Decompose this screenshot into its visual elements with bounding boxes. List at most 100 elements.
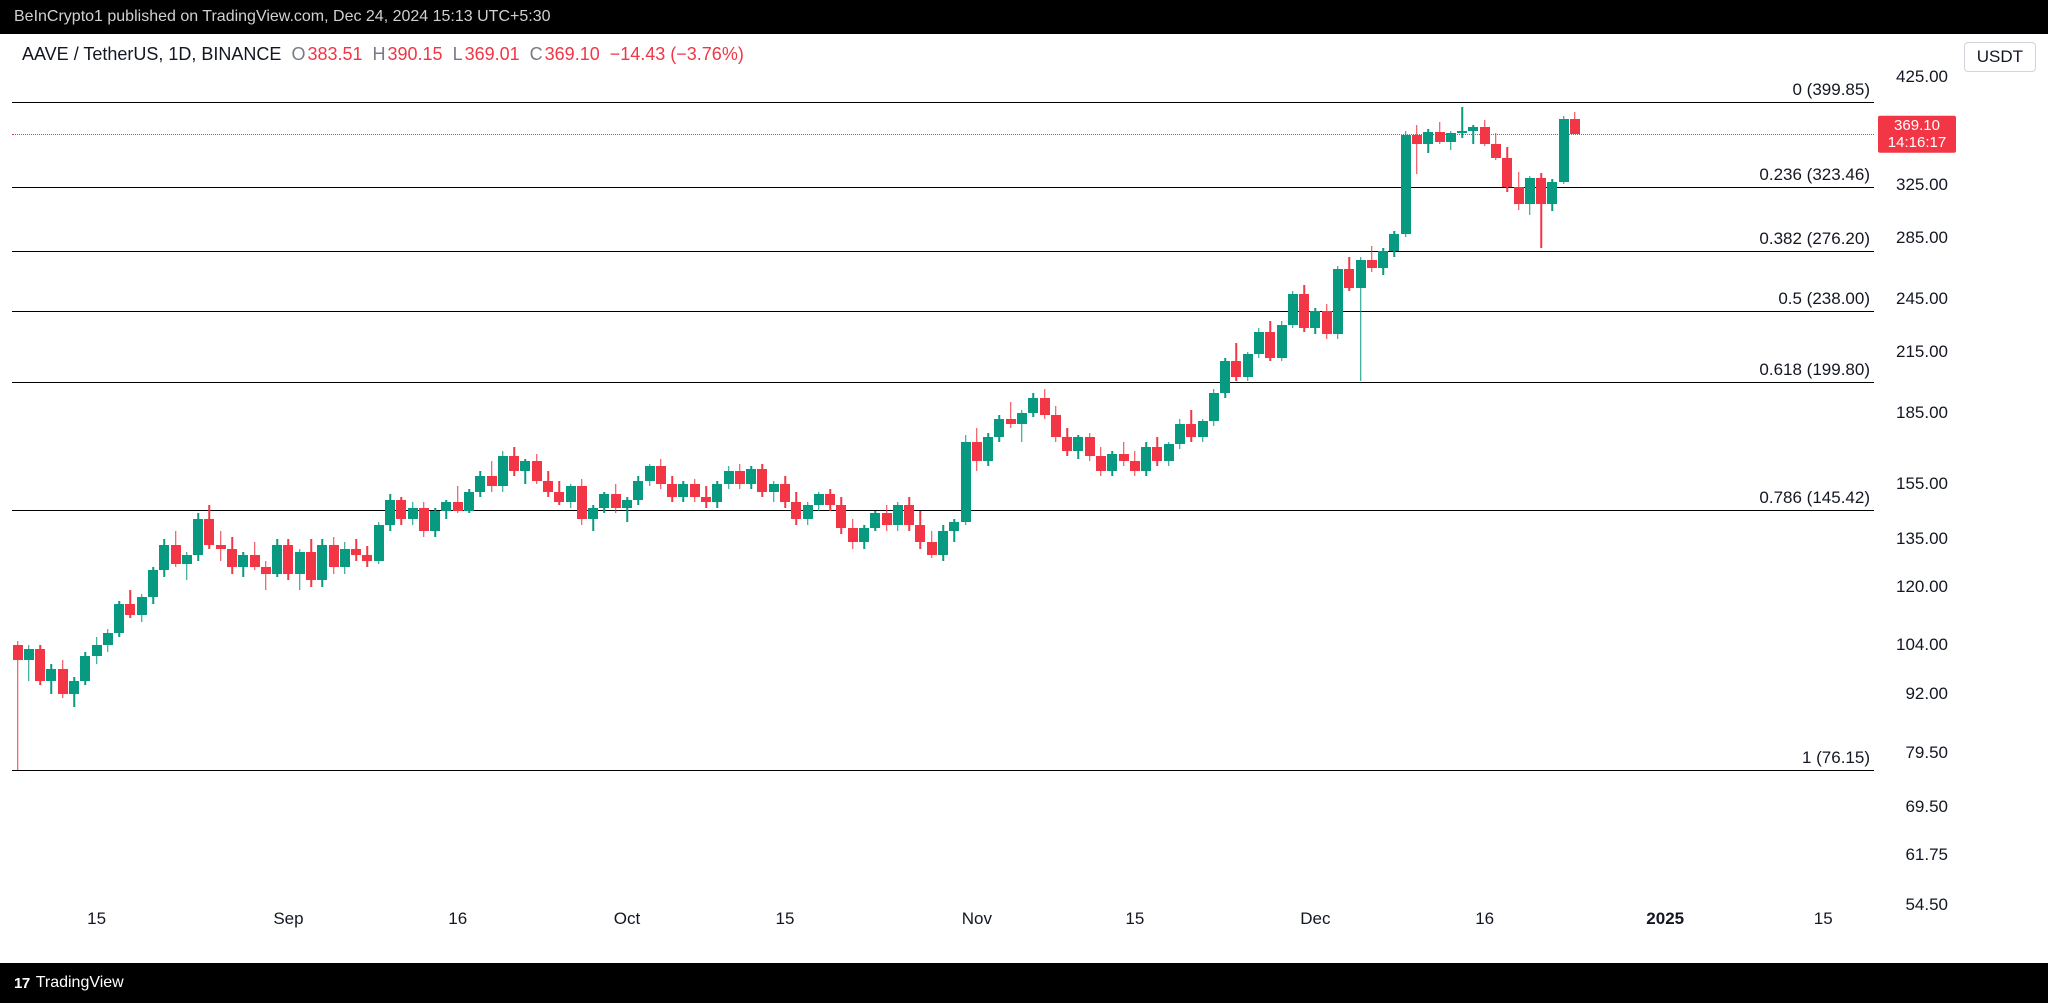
candle[interactable] [216, 531, 226, 561]
candle[interactable] [915, 511, 925, 549]
currency-unit-selector[interactable]: USDT [1964, 42, 2036, 72]
candle[interactable] [1288, 291, 1298, 328]
candle[interactable] [193, 513, 203, 560]
candle[interactable] [1006, 402, 1016, 428]
fib-line[interactable] [12, 251, 1874, 252]
candle[interactable] [1198, 419, 1208, 442]
candle[interactable] [690, 479, 700, 503]
candle[interactable] [532, 454, 542, 484]
candle[interactable] [1209, 389, 1219, 426]
candle[interactable] [724, 466, 734, 489]
candle[interactable] [1310, 308, 1320, 334]
candle[interactable] [317, 539, 327, 586]
candle[interactable] [453, 486, 463, 513]
candle[interactable] [1299, 285, 1309, 332]
candle[interactable] [1231, 343, 1241, 381]
fib-line[interactable] [12, 770, 1874, 771]
candle[interactable] [13, 641, 23, 770]
symbol-pair[interactable]: AAVE / TetherUS, 1D, BINANCE [22, 44, 281, 65]
candle[interactable] [1107, 451, 1117, 476]
candle[interactable] [1265, 321, 1275, 361]
candle[interactable] [746, 466, 756, 489]
candle[interactable] [272, 539, 282, 577]
candle[interactable] [509, 447, 519, 476]
candle[interactable] [80, 652, 90, 685]
candle[interactable] [1401, 131, 1411, 237]
candle[interactable] [1525, 176, 1535, 215]
candle[interactable] [701, 486, 711, 507]
candle[interactable] [92, 637, 102, 665]
fib-line[interactable] [12, 510, 1874, 511]
candle[interactable] [1073, 435, 1083, 459]
candle[interactable] [137, 594, 147, 622]
candle[interactable] [487, 461, 497, 492]
candle[interactable] [1446, 131, 1456, 150]
candle[interactable] [1040, 389, 1050, 419]
candle[interactable] [69, 677, 79, 708]
candle[interactable] [1502, 147, 1512, 192]
candle[interactable] [250, 542, 260, 570]
candle[interactable] [712, 481, 722, 508]
candle[interactable] [1480, 120, 1490, 146]
candle[interactable] [1119, 442, 1129, 466]
candle[interactable] [870, 511, 880, 531]
candle[interactable] [351, 539, 361, 560]
candle[interactable] [994, 415, 1004, 442]
candle[interactable] [1435, 122, 1445, 144]
candle[interactable] [622, 497, 632, 522]
candle[interactable] [1277, 321, 1287, 361]
candle[interactable] [1220, 358, 1230, 398]
candle[interactable] [1468, 125, 1478, 145]
candle[interactable] [58, 660, 68, 698]
fib-line[interactable] [12, 382, 1874, 383]
candle[interactable] [882, 505, 892, 530]
candle[interactable] [419, 502, 429, 536]
candle[interactable] [972, 428, 982, 471]
candle[interactable] [1130, 451, 1140, 476]
candle[interactable] [261, 561, 271, 590]
candle[interactable] [1175, 419, 1185, 449]
candle[interactable] [475, 471, 485, 497]
candle[interactable] [1333, 266, 1343, 339]
candle[interactable] [1536, 173, 1546, 248]
candle[interactable] [329, 537, 339, 574]
candle[interactable] [599, 492, 609, 514]
candle[interactable] [1164, 442, 1174, 466]
candle[interactable] [1491, 133, 1501, 160]
candle[interactable] [554, 481, 564, 505]
candle[interactable] [983, 433, 993, 466]
candle[interactable] [1378, 248, 1388, 275]
time-axis[interactable]: 15Sep16Oct15Nov15Dec16202515 [12, 905, 1874, 947]
candle[interactable] [385, 494, 395, 530]
candle[interactable] [1559, 116, 1569, 184]
candle[interactable] [949, 519, 959, 542]
candle[interactable] [362, 546, 372, 568]
candle[interactable] [1062, 428, 1072, 456]
candle[interactable] [520, 459, 530, 484]
candle[interactable] [961, 435, 971, 525]
candle[interactable] [204, 505, 214, 548]
candle[interactable] [1322, 304, 1332, 339]
candle[interactable] [227, 537, 237, 574]
candle[interactable] [1367, 246, 1377, 273]
candle[interactable] [148, 567, 158, 604]
candle[interactable] [803, 502, 813, 524]
candle[interactable] [938, 525, 948, 561]
candle[interactable] [1457, 107, 1467, 138]
candle[interactable] [667, 476, 677, 502]
candle[interactable] [791, 492, 801, 525]
candle[interactable] [825, 489, 835, 511]
fib-line[interactable] [12, 311, 1874, 312]
candle[interactable] [757, 464, 767, 497]
candle[interactable] [1017, 410, 1027, 442]
candle[interactable] [588, 505, 598, 530]
candle[interactable] [114, 601, 124, 637]
candle[interactable] [543, 471, 553, 497]
candle[interactable] [441, 500, 451, 519]
chart-plot[interactable]: 0 (399.85)0.236 (323.46)0.382 (276.20)0.… [12, 68, 1874, 905]
candle[interactable] [1344, 257, 1354, 291]
candle[interactable] [171, 531, 181, 568]
candle[interactable] [893, 502, 903, 530]
fib-line[interactable] [12, 187, 1874, 188]
candle[interactable] [780, 476, 790, 508]
